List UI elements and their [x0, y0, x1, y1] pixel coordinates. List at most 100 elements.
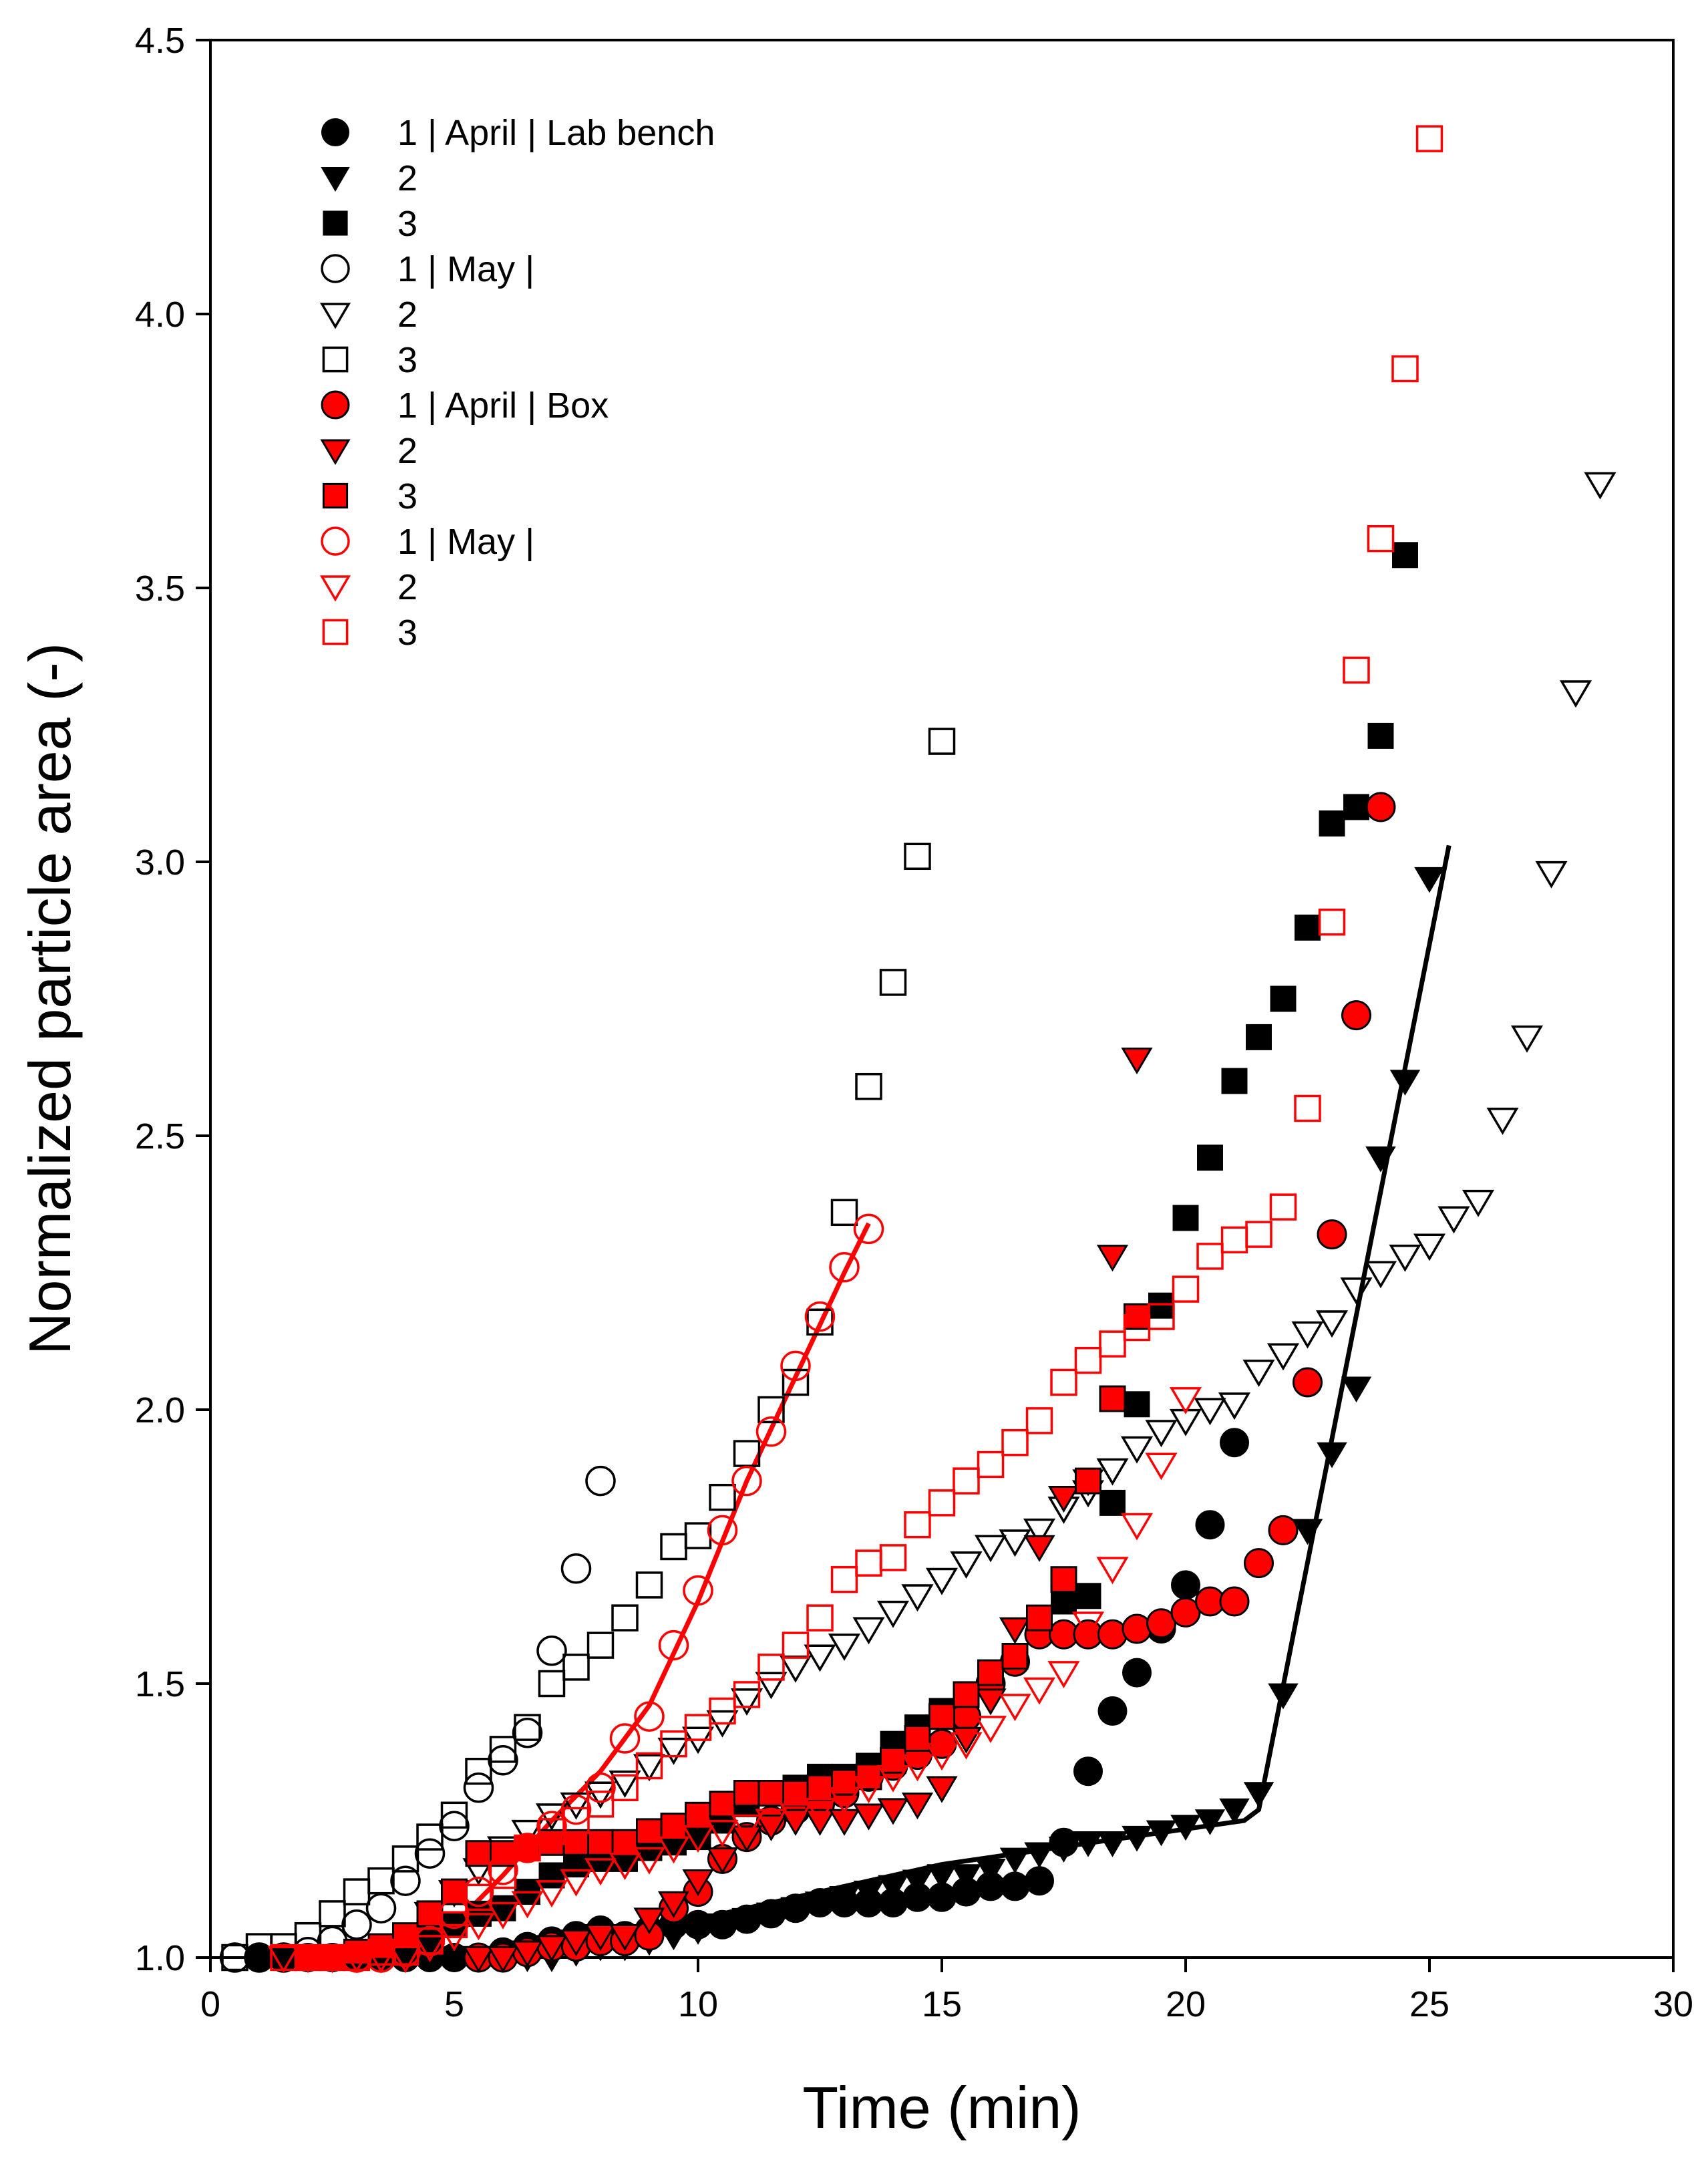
data-point [1146, 1608, 1176, 1639]
data-point [586, 1632, 615, 1659]
y-tick-label: 3.5 [135, 569, 185, 609]
data-point [853, 1213, 884, 1245]
data-point [657, 1836, 690, 1864]
data-point [609, 1853, 641, 1881]
data-point [244, 1942, 275, 1973]
data-point [512, 1833, 543, 1863]
data-point [876, 1764, 910, 1793]
data-point [535, 1803, 568, 1831]
data-point [733, 1681, 761, 1708]
legend-label: 3 [397, 613, 417, 653]
data-point [731, 1907, 762, 1934]
y-axis-title: Normalized particle area (-) [17, 643, 83, 1355]
data-point [1145, 1452, 1178, 1481]
data-point [1001, 1643, 1029, 1670]
data-point [831, 1768, 858, 1796]
data-point [855, 1072, 882, 1100]
data-point [1146, 1820, 1177, 1847]
data-point [974, 1716, 1007, 1744]
data-point [585, 1772, 616, 1803]
legend-marker [321, 390, 350, 420]
data-point [657, 1891, 690, 1918]
data-point [904, 1511, 931, 1539]
data-point [1243, 1782, 1274, 1808]
data-point [1170, 1815, 1201, 1841]
data-point [1172, 1205, 1199, 1231]
data-point [852, 1617, 885, 1645]
data-point [852, 1803, 885, 1831]
data-point [731, 1465, 762, 1497]
data-point [511, 1819, 544, 1847]
data-point [1291, 1321, 1324, 1349]
data-point [706, 1847, 739, 1875]
data-point [1319, 810, 1345, 837]
data-point [1050, 1566, 1077, 1593]
data-point [1318, 908, 1346, 936]
data-point [1414, 867, 1445, 893]
legend-item: 2 [319, 295, 417, 335]
data-point [999, 1694, 1031, 1722]
data-point [926, 1776, 958, 1803]
data-point [487, 1946, 519, 1973]
data-point [560, 1929, 592, 1957]
data-point [609, 1923, 641, 1952]
data-point [1050, 1368, 1077, 1396]
data-point [928, 1703, 955, 1730]
data-point [489, 1736, 517, 1763]
data-point [416, 1823, 444, 1851]
data-point [1148, 1303, 1175, 1330]
data-point [1194, 1398, 1226, 1426]
data-point [611, 1829, 639, 1856]
data-point [1415, 125, 1443, 152]
legend-label: 3 [397, 204, 417, 244]
data-point [1367, 722, 1394, 749]
data-point [879, 969, 907, 996]
data-point [587, 1829, 614, 1856]
data-point [584, 1923, 617, 1952]
y-tick-label: 4.0 [135, 295, 185, 335]
data-point [1343, 656, 1370, 684]
legend-label: 3 [397, 476, 417, 516]
data-point [928, 728, 956, 755]
data-point [904, 1725, 931, 1752]
series-3 [319, 542, 1418, 1971]
data-points [219, 125, 1616, 1974]
data-point [1122, 1658, 1152, 1688]
data-point [779, 1803, 812, 1831]
data-point [1073, 1831, 1103, 1857]
data-point [1270, 985, 1297, 1012]
data-point [829, 1252, 860, 1283]
series-10 [341, 1213, 884, 1973]
data-point [1075, 1583, 1101, 1609]
data-point [1170, 1597, 1201, 1628]
data-point [291, 1946, 325, 1974]
data-point [1341, 1376, 1372, 1403]
data-point [755, 1416, 787, 1447]
data-point [660, 1533, 687, 1561]
data-point [953, 1467, 980, 1495]
data-point [1220, 1226, 1248, 1254]
data-point [392, 1922, 419, 1950]
data-point [782, 1632, 810, 1659]
data-point [1121, 1047, 1153, 1075]
data-point [416, 1927, 444, 1955]
data-point [1099, 1489, 1126, 1516]
data-point [1171, 1570, 1200, 1600]
legend: 1 | April | Lab bench 2 3 1 | May | 2 3 1 | Ap… [319, 113, 715, 653]
legend-item: 1 | May | [321, 249, 534, 289]
data-point [462, 1946, 495, 1973]
data-point [538, 1862, 565, 1889]
data-point [755, 1672, 788, 1700]
data-point [779, 1655, 812, 1683]
data-point [683, 1919, 713, 1945]
data-point [709, 1697, 736, 1725]
data-point [681, 1825, 715, 1853]
data-point [1294, 1094, 1321, 1122]
data-point [1124, 1303, 1150, 1330]
data-point [1047, 1485, 1080, 1513]
data-point [926, 1864, 957, 1890]
data-point [830, 1565, 858, 1593]
data-point [879, 1544, 907, 1571]
data-point [1145, 1420, 1178, 1448]
